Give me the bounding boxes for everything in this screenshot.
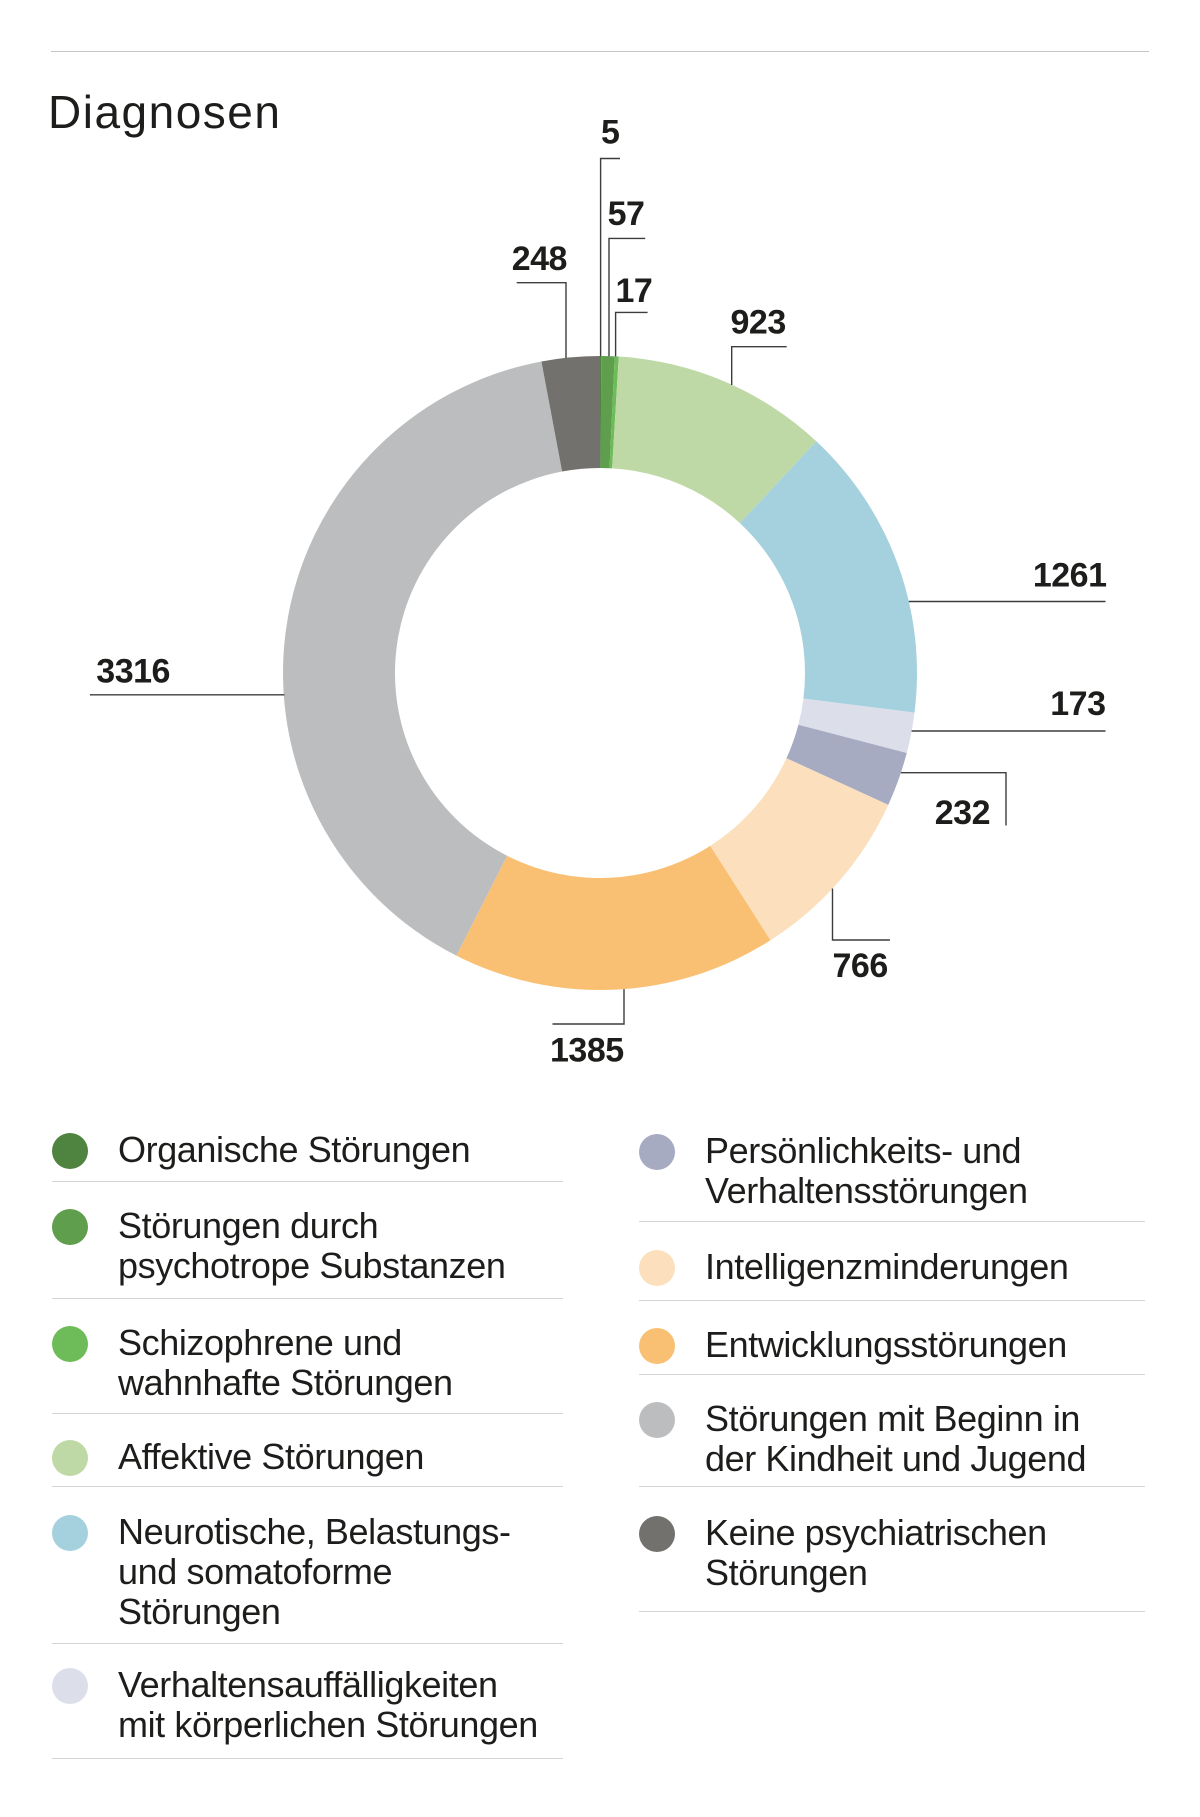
- svg-text:57: 57: [608, 195, 645, 233]
- svg-text:5: 5: [601, 114, 619, 152]
- svg-text:248: 248: [512, 240, 567, 278]
- svg-text:923: 923: [731, 304, 786, 342]
- svg-text:17: 17: [616, 272, 653, 310]
- svg-text:173: 173: [1050, 685, 1105, 723]
- svg-text:1261: 1261: [1033, 557, 1107, 595]
- svg-text:766: 766: [833, 947, 888, 985]
- svg-text:1385: 1385: [550, 1032, 624, 1070]
- svg-text:232: 232: [935, 794, 990, 832]
- svg-text:3316: 3316: [96, 653, 170, 691]
